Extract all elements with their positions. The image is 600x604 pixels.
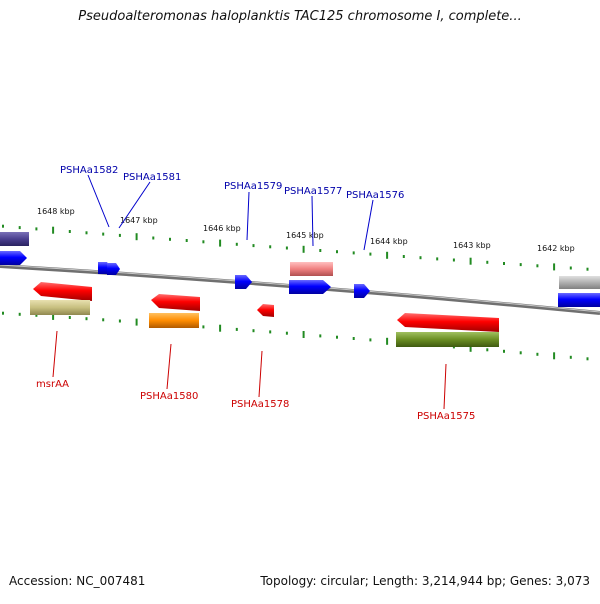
leader-PSHAa1578 — [258, 350, 263, 398]
label-PSHAa1575[interactable]: PSHAa1575 — [417, 411, 475, 422]
tick-label-1646: 1646 kbp — [203, 224, 241, 233]
label-msrAA[interactable]: msrAA — [36, 379, 69, 390]
feature-bar-khaki-msrAA[interactable] — [30, 300, 90, 315]
tick-label-1645: 1645 kbp — [286, 231, 324, 240]
topology-summary: Topology: circular; Length: 3,214,944 bp… — [260, 574, 590, 588]
page-title: Pseudoalteromonas haloplanktis TAC125 ch… — [78, 9, 522, 24]
gene-arrow-blue-left[interactable] — [0, 251, 27, 265]
feature-bar-purple-left[interactable] — [0, 232, 29, 246]
feature-bar-pink-PSHAa1577[interactable] — [290, 262, 333, 276]
leader-msrAA — [52, 330, 58, 378]
label-PSHAa1579[interactable]: PSHAa1579 — [224, 181, 282, 192]
gene-arrow-PSHAa1580[interactable] — [151, 294, 200, 311]
reverse-label-leaders — [52, 330, 447, 410]
label-PSHAa1582[interactable]: PSHAa1582 — [60, 165, 118, 176]
label-PSHAa1576[interactable]: PSHAa1576 — [346, 190, 404, 201]
feature-bar-orange-PSHAa1580[interactable] — [149, 313, 199, 328]
leader-PSHAa1580 — [166, 343, 172, 390]
gene-arrow-msrAA[interactable] — [33, 282, 92, 301]
gene-arrow-PSHAa1576[interactable] — [354, 284, 370, 298]
scale-ticks-lower — [2, 311, 589, 361]
gene-arrow-PSHAa1575[interactable] — [397, 313, 499, 332]
gene-arrow-PSHAa1579[interactable] — [235, 275, 252, 289]
gene-arrow-PSHAa1578[interactable] — [257, 304, 274, 317]
leader-PSHAa1581 — [118, 181, 151, 229]
tick-label-1643: 1643 kbp — [453, 241, 491, 250]
tick-label-1644: 1644 kbp — [370, 237, 408, 246]
leader-PSHAa1575 — [443, 363, 447, 410]
gene-arrow-PSHAa1581[interactable] — [107, 263, 120, 275]
leader-PSHAa1579 — [246, 191, 250, 241]
forward-label-leaders — [87, 174, 374, 251]
forward-gene-labels: PSHAa1582 PSHAa1581 PSHAa1579 PSHAa1577 … — [60, 165, 404, 201]
label-PSHAa1577[interactable]: PSHAa1577 — [284, 186, 342, 197]
leader-PSHAa1576 — [363, 199, 374, 251]
forward-strand-features — [0, 232, 600, 307]
reverse-strand-features — [30, 282, 499, 347]
scale-ticks-upper — [2, 224, 589, 271]
leader-PSHAa1582 — [87, 174, 110, 228]
accession-text: Accession: NC_007481 — [9, 574, 146, 588]
tick-label-1648: 1648 kbp — [37, 207, 75, 216]
label-PSHAa1581[interactable]: PSHAa1581 — [123, 172, 181, 183]
leader-PSHAa1577 — [311, 195, 314, 247]
gene-arrow-PSHAa1577[interactable] — [289, 280, 331, 294]
scale-tick-labels: 1648 kbp 1647 kbp 1646 kbp 1645 kbp 1644… — [37, 207, 575, 253]
reverse-gene-labels: msrAA PSHAa1580 PSHAa1578 PSHAa1575 — [36, 379, 475, 422]
feature-bar-olive-PSHAa1575[interactable] — [396, 332, 499, 347]
feature-bar-gray-right[interactable] — [559, 276, 600, 289]
label-PSHAa1580[interactable]: PSHAa1580 — [140, 391, 198, 402]
label-PSHAa1578[interactable]: PSHAa1578 — [231, 399, 289, 410]
gene-bar-blue-right[interactable] — [558, 293, 600, 307]
tick-label-1647: 1647 kbp — [120, 216, 158, 225]
tick-label-1642: 1642 kbp — [537, 244, 575, 253]
